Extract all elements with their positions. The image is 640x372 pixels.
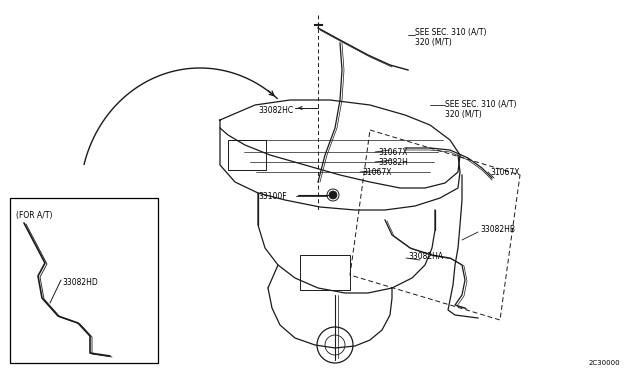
Text: 31067X: 31067X (362, 168, 392, 177)
Text: 33100F: 33100F (258, 192, 287, 201)
Text: (FOR A/T): (FOR A/T) (16, 211, 52, 220)
Text: 31067X: 31067X (378, 148, 408, 157)
Text: 33082HC: 33082HC (258, 106, 293, 115)
Bar (228, 140, 266, 170)
Text: 33082HA: 33082HA (408, 252, 443, 261)
Text: SEE SEC. 310 (A/T)
320 (M/T): SEE SEC. 310 (A/T) 320 (M/T) (445, 100, 516, 119)
Bar (10, 198, 158, 363)
Text: 33082H: 33082H (378, 158, 408, 167)
Bar (300, 255, 350, 290)
Text: SEE SEC. 310 (A/T)
320 (M/T): SEE SEC. 310 (A/T) 320 (M/T) (415, 28, 486, 47)
Text: 33082HB: 33082HB (480, 225, 515, 234)
Text: 31067X: 31067X (490, 168, 520, 177)
Text: 2C30000: 2C30000 (588, 360, 620, 366)
Circle shape (329, 191, 337, 199)
Text: 33082HD: 33082HD (62, 278, 98, 287)
